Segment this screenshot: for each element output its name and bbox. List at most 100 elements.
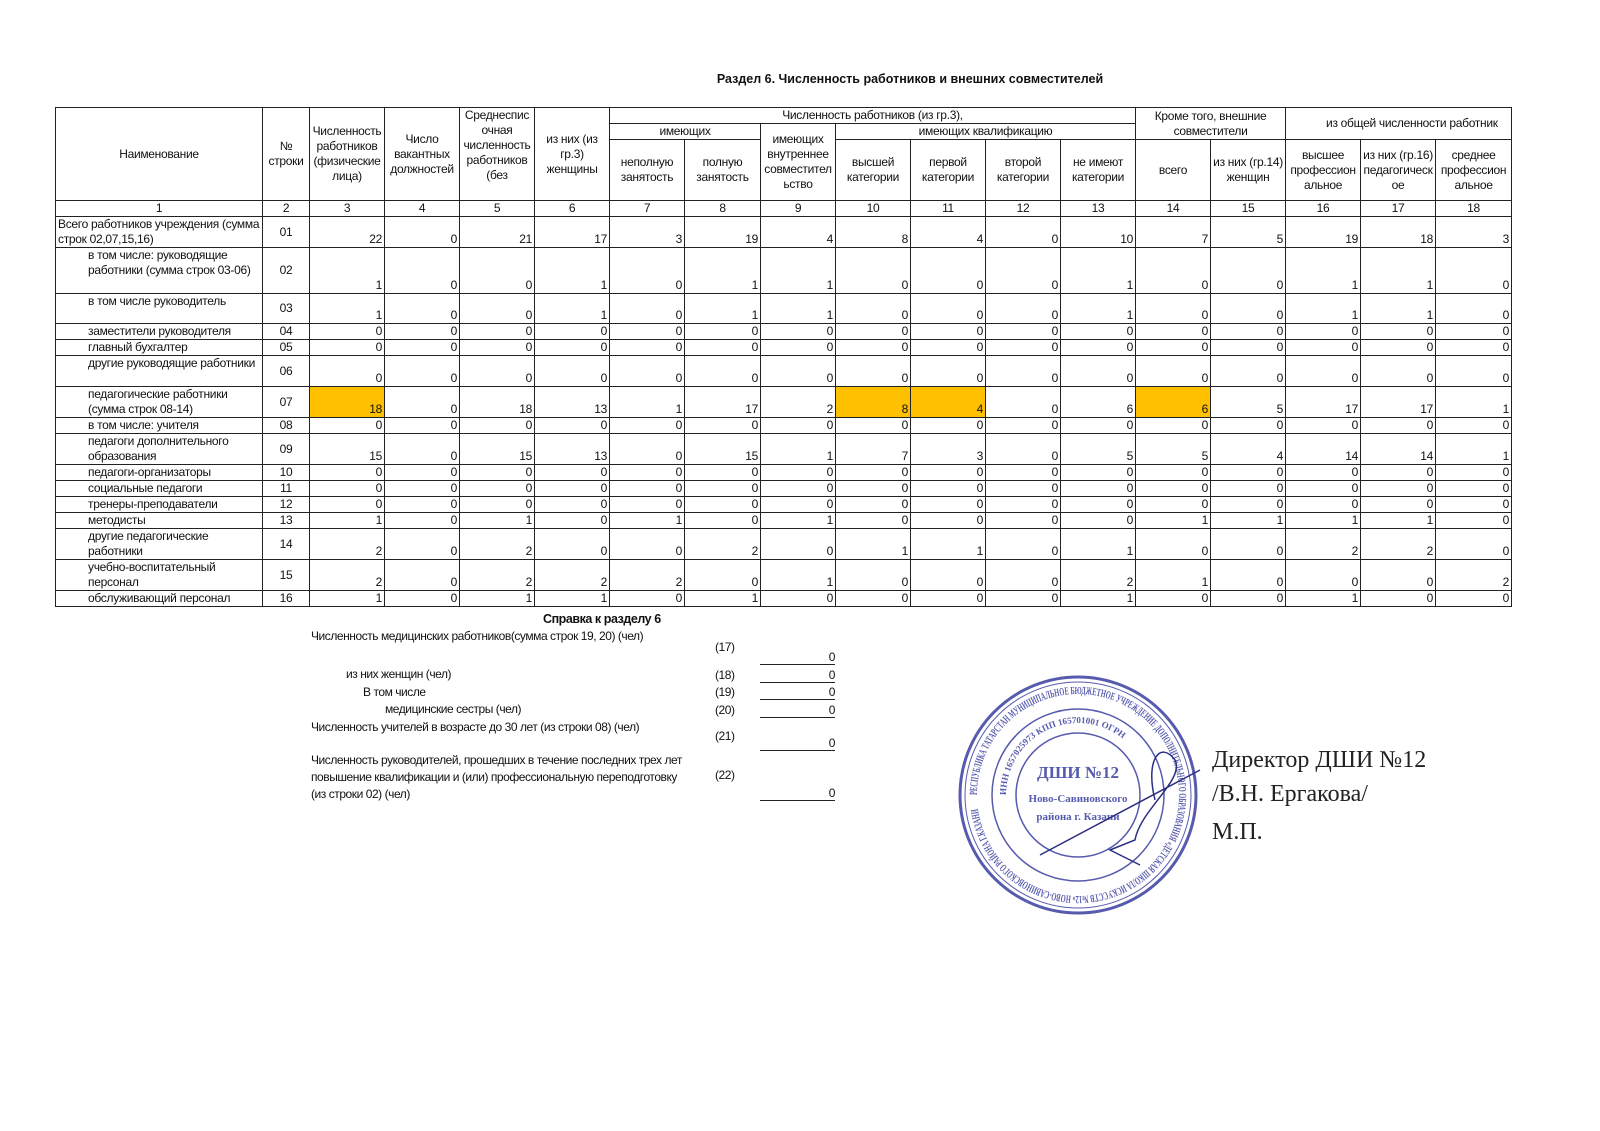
stamp-center-text: ДШИ №12	[1037, 763, 1119, 782]
cell-col-17: 14	[1360, 433, 1437, 465]
cell-col-3: 15	[309, 433, 385, 465]
cell-col-14: 1	[1135, 512, 1212, 529]
cell-col-7: 3	[609, 216, 685, 248]
header-group-14-15: Кроме того, внешние совместители	[1135, 107, 1287, 140]
cell-col-11: 0	[910, 417, 986, 434]
row-name: в том числе: руководящие работники (сумм…	[55, 247, 263, 294]
cell-col-13: 10	[1059, 216, 1137, 248]
row-code: 13	[262, 512, 310, 529]
cell-col-13: 1	[1059, 528, 1137, 560]
cell-col-11: 3	[910, 433, 986, 465]
cell-col-5: 0	[459, 323, 535, 340]
cell-col-13: 0	[1059, 496, 1137, 513]
cell-col-10: 8	[835, 216, 911, 248]
cell-col-9: 2	[760, 386, 836, 418]
cell-col-12: 0	[985, 293, 1061, 324]
cell-col-9: 0	[760, 590, 836, 607]
cell-col-16: 0	[1285, 559, 1362, 591]
cell-col-9: 0	[760, 496, 836, 513]
table-row: другие педагогические работники 14 2 0 2 0 0 2 0…	[55, 528, 1513, 560]
cell-col-4: 0	[384, 293, 460, 324]
cell-col-18: 0	[1435, 464, 1513, 481]
cell-col-17: 0	[1360, 323, 1437, 340]
cell-col-13: 6	[1059, 386, 1137, 418]
cell-col-5: 0	[459, 293, 535, 324]
cell-col-4: 0	[384, 512, 460, 529]
header-col10: высшей категории	[835, 139, 911, 201]
cell-col-6: 2	[534, 559, 610, 591]
table-row: учебно-воспитательный персонал 15 2 0 2 2 2 0 1 0…	[55, 559, 1513, 591]
cell-col-3: 0	[309, 464, 385, 481]
cell-col-7: 0	[609, 355, 685, 387]
cell-col-3: 0	[309, 355, 385, 387]
cell-col-6: 13	[534, 433, 610, 465]
cell-col-11: 0	[910, 339, 986, 356]
cell-col-15: 0	[1210, 355, 1287, 387]
cell-col-3: 1	[309, 247, 385, 294]
cell-col-16: 2	[1285, 528, 1362, 560]
header-col6: из них (из гр.3) женщины	[534, 107, 610, 201]
reference-label-18: из них женщин (чел)	[346, 667, 452, 681]
cell-col-8: 0	[684, 339, 761, 356]
row-code: 07	[262, 386, 310, 418]
cell-col-8: 1	[684, 590, 761, 607]
row-name: заместители руководителя	[55, 323, 263, 340]
cell-col-5: 18	[459, 386, 535, 418]
cell-col-10: 8	[835, 386, 911, 418]
cell-col-12: 0	[985, 512, 1061, 529]
table-row: в том числе: руководящие работники (сумм…	[55, 247, 1513, 294]
cell-col-16: 0	[1285, 496, 1362, 513]
cell-col-6: 1	[534, 293, 610, 324]
cell-col-3: 0	[309, 480, 385, 497]
cell-col-15: 0	[1210, 496, 1287, 513]
cell-col-8: 17	[684, 386, 761, 418]
column-number: 10	[835, 200, 911, 217]
cell-col-6: 0	[534, 480, 610, 497]
cell-col-5: 0	[459, 355, 535, 387]
cell-col-4: 0	[384, 559, 460, 591]
reference-value-22: 0	[760, 786, 835, 801]
cell-col-4: 0	[384, 323, 460, 340]
reference-label-17: Численность медицинских работников(сумма…	[311, 629, 644, 643]
reference-value-17: 0	[760, 650, 835, 665]
cell-col-17: 18	[1360, 216, 1437, 248]
cell-col-4: 0	[384, 433, 460, 465]
cell-col-11: 0	[910, 496, 986, 513]
row-name: обслуживающий персонал	[55, 590, 263, 607]
cell-col-5: 0	[459, 339, 535, 356]
cell-col-13: 5	[1059, 433, 1137, 465]
cell-col-11: 0	[910, 559, 986, 591]
cell-col-11: 0	[910, 512, 986, 529]
stamp-center-text: Ново-Савиновского	[1029, 793, 1128, 805]
header-col17: из них (гр.16) педагогическое	[1360, 139, 1437, 201]
row-name: другие руководящие работники	[55, 355, 263, 387]
header-col14: всего	[1135, 139, 1212, 201]
cell-col-5: 0	[459, 480, 535, 497]
cell-col-11: 0	[910, 355, 986, 387]
row-name: тренеры-преподаватели	[55, 496, 263, 513]
cell-col-6: 0	[534, 339, 610, 356]
cell-col-7: 1	[609, 386, 685, 418]
cell-col-11: 0	[910, 247, 986, 294]
cell-col-6: 0	[534, 528, 610, 560]
cell-col-3: 22	[309, 216, 385, 248]
cell-col-9: 0	[760, 355, 836, 387]
cell-col-12: 0	[985, 528, 1061, 560]
cell-col-6: 17	[534, 216, 610, 248]
column-number: 3	[309, 200, 385, 217]
cell-col-10: 0	[835, 480, 911, 497]
header-group-10-13: имеющих квалификацию	[834, 123, 1137, 140]
cell-col-6: 1	[534, 247, 610, 294]
cell-col-11: 0	[910, 480, 986, 497]
cell-col-18: 0	[1435, 247, 1513, 294]
cell-col-11: 0	[910, 590, 986, 607]
cell-col-17: 2	[1360, 528, 1437, 560]
cell-col-17: 0	[1360, 496, 1437, 513]
cell-col-10: 0	[835, 559, 911, 591]
cell-col-5: 0	[459, 417, 535, 434]
row-code: 06	[262, 355, 310, 387]
cell-col-8: 0	[684, 480, 761, 497]
cell-col-7: 0	[609, 590, 685, 607]
table-row: главный бухгалтер 05 0 0 0 0 0 0 0 0 0 0 0 0 0 0 0 0	[55, 339, 1513, 356]
header-col15: из них (гр.14) женщин	[1210, 139, 1287, 201]
